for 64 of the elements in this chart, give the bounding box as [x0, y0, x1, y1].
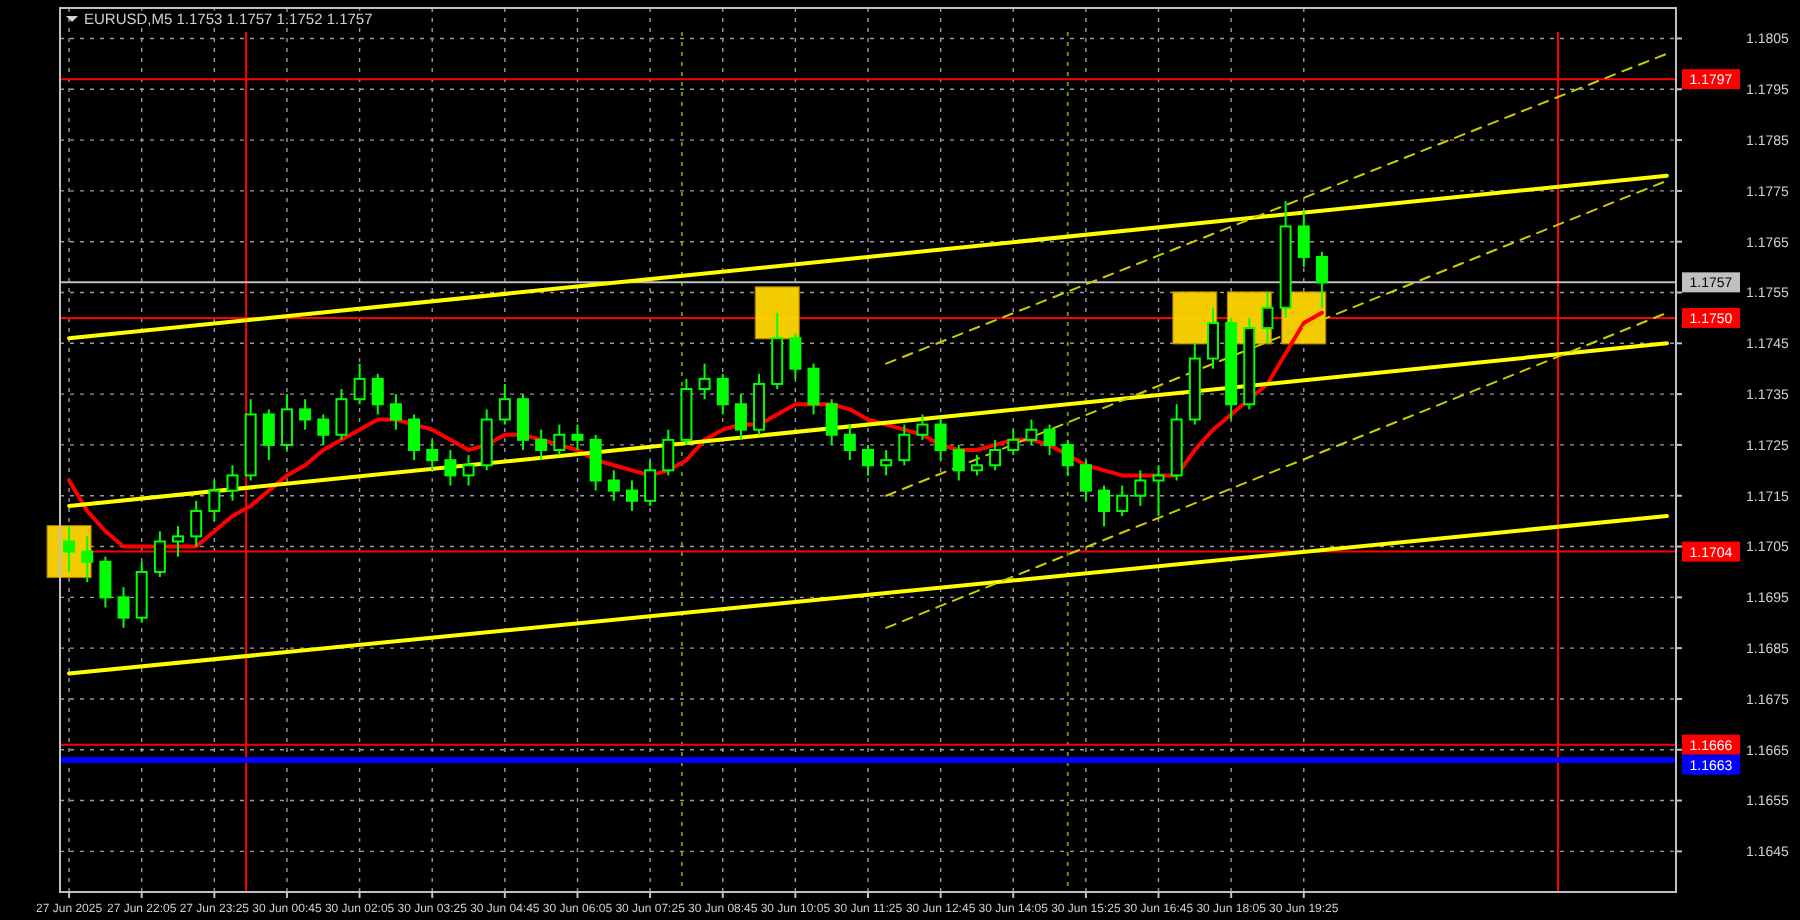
candlestick: [1207, 306, 1219, 370]
candlestick: [898, 423, 911, 467]
candlestick: [299, 398, 312, 431]
candlestick: [571, 423, 584, 451]
candlestick: [753, 372, 766, 436]
candlestick: [825, 398, 838, 446]
candlestick: [771, 311, 784, 391]
candlestick: [843, 423, 856, 462]
candlestick: [480, 408, 493, 472]
candlestick: [625, 479, 638, 512]
candlestick: [1315, 250, 1328, 309]
candlestick: [498, 382, 511, 426]
candlestick: [662, 428, 675, 477]
candlestick: [335, 388, 348, 441]
candlestick: [698, 362, 711, 401]
candlestick: [99, 555, 112, 609]
candlestick: [226, 464, 239, 502]
candlestick: [789, 332, 802, 380]
candlestick: [644, 459, 657, 507]
candlestick: [190, 499, 203, 548]
candlestick: [426, 438, 439, 472]
candlestick: [1007, 428, 1020, 457]
candlestick: [1134, 469, 1147, 507]
candlestick: [153, 530, 166, 579]
candlestick: [262, 408, 275, 462]
candlestick: [916, 413, 929, 441]
candlestick: [389, 393, 402, 431]
candlestick: [553, 423, 566, 457]
candlestick: [589, 433, 602, 492]
candlestick: [607, 469, 620, 502]
candlestick: [408, 413, 421, 462]
candlestick: [371, 372, 384, 416]
candlestick: [880, 449, 893, 477]
candlestick: [1025, 418, 1038, 446]
candlestick: [952, 443, 965, 482]
candlestick: [535, 428, 548, 462]
candlestick: [716, 372, 729, 416]
candlestick: [862, 443, 874, 477]
candlestick: [1152, 464, 1165, 518]
candlestick: [63, 525, 76, 573]
candlestick: [1116, 484, 1129, 518]
candlestick: [1061, 438, 1074, 477]
candlestick: [970, 454, 983, 477]
candlestick: [517, 393, 529, 451]
candlestick: [807, 362, 820, 416]
candlestick: [1043, 423, 1056, 457]
candlestick: [462, 454, 475, 487]
candlestick: [1079, 459, 1092, 502]
candlestick: [117, 586, 130, 629]
candlestick: [1261, 291, 1274, 345]
candlestick: [317, 413, 330, 446]
candlestick: [280, 393, 293, 451]
candlestick: [934, 418, 947, 462]
candlestick: [81, 535, 94, 584]
candlestick: [734, 393, 747, 441]
point: [754, 286, 800, 340]
candlestick: [135, 560, 148, 624]
candlestick: [208, 479, 221, 523]
candlestick: [989, 438, 1002, 472]
candlestick: [1098, 484, 1111, 528]
candlestick: [1297, 210, 1310, 269]
candlestick: [353, 362, 366, 406]
candlestick: [172, 525, 185, 558]
candlestick: [444, 449, 457, 487]
